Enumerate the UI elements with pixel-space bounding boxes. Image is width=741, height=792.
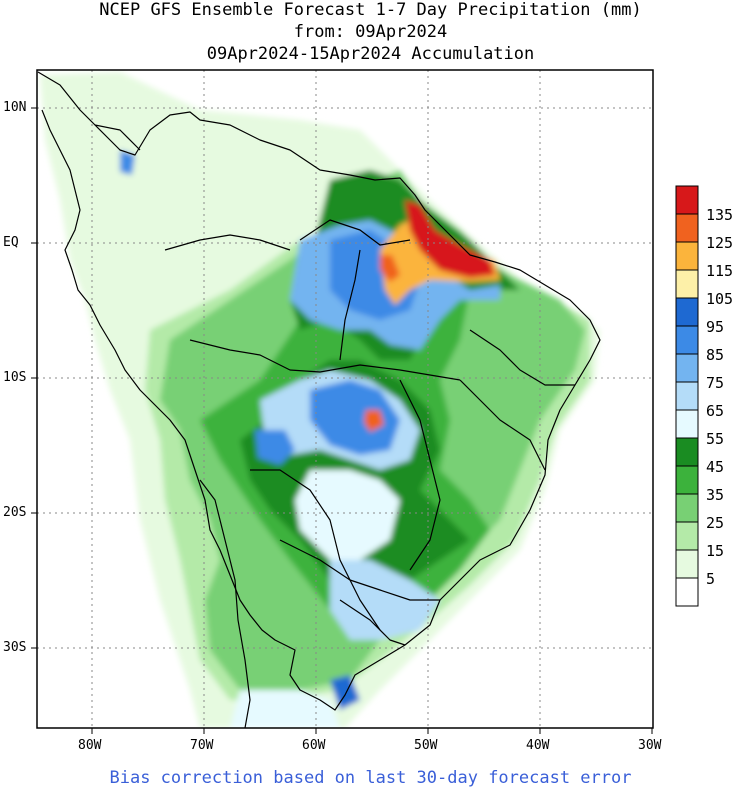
- legend-label-25: 25: [706, 514, 725, 532]
- lon-label-60w: 60W: [302, 738, 326, 753]
- legend-label-95: 95: [706, 318, 725, 336]
- legend-swatch-8: [675, 409, 699, 439]
- legend-label-75: 75: [706, 374, 725, 392]
- legend-swatch-11: [675, 493, 699, 523]
- legend-label-5: 5: [706, 570, 716, 588]
- legend-label-45: 45: [706, 458, 725, 476]
- axis-ticks: [31, 107, 653, 734]
- precipitation-field: [40, 72, 600, 728]
- legend-swatch-2: [675, 241, 699, 271]
- legend-swatch-9: [675, 437, 699, 467]
- legend-label-135: 135: [706, 206, 734, 224]
- legend-label-105: 105: [706, 290, 734, 308]
- lat-label-20s: 20S: [3, 505, 27, 520]
- legend-swatch-10: [675, 465, 699, 495]
- legend-swatch-13: [675, 549, 699, 579]
- lon-label-40w: 40W: [526, 738, 550, 753]
- legend-label-35: 35: [706, 486, 725, 504]
- legend-swatch-0: [675, 185, 699, 215]
- lon-label-70w: 70W: [190, 738, 214, 753]
- bias-correction-note: Bias correction based on last 30-day for…: [109, 768, 632, 788]
- legend-label-115: 115: [706, 262, 734, 280]
- forecast-start-date: from: 09Apr2024: [293, 22, 448, 42]
- map-frame-border: [36, 69, 654, 729]
- lat-label-30s: 30S: [3, 640, 27, 655]
- color-legend: [675, 185, 699, 607]
- legend-label-15: 15: [706, 542, 725, 560]
- lon-label-30w: 30W: [638, 738, 662, 753]
- coastlines-and-borders: [37, 71, 601, 728]
- lon-label-50w: 50W: [414, 738, 438, 753]
- legend-swatch-12: [675, 521, 699, 551]
- legend-label-85: 85: [706, 346, 725, 364]
- legend-label-55: 55: [706, 430, 725, 448]
- lon-label-80w: 80W: [78, 738, 102, 753]
- legend-swatch-7: [675, 381, 699, 411]
- lat-label-eq: EQ: [3, 235, 19, 250]
- legend-swatch-4: [675, 297, 699, 327]
- map-title: NCEP GFS Ensemble Forecast 1-7 Day Preci…: [99, 0, 642, 20]
- graticule: [37, 70, 653, 728]
- legend-swatch-6: [675, 353, 699, 383]
- legend-swatch-14: [675, 577, 699, 607]
- legend-swatch-5: [675, 325, 699, 355]
- legend-swatch-3: [675, 269, 699, 299]
- legend-label-125: 125: [706, 234, 734, 252]
- accumulation-period: 09Apr2024-15Apr2024 Accumulation: [206, 44, 535, 64]
- lat-label-10s: 10S: [3, 370, 27, 385]
- legend-swatch-1: [675, 213, 699, 243]
- legend-label-65: 65: [706, 402, 725, 420]
- lat-label-10n: 10N: [3, 100, 27, 115]
